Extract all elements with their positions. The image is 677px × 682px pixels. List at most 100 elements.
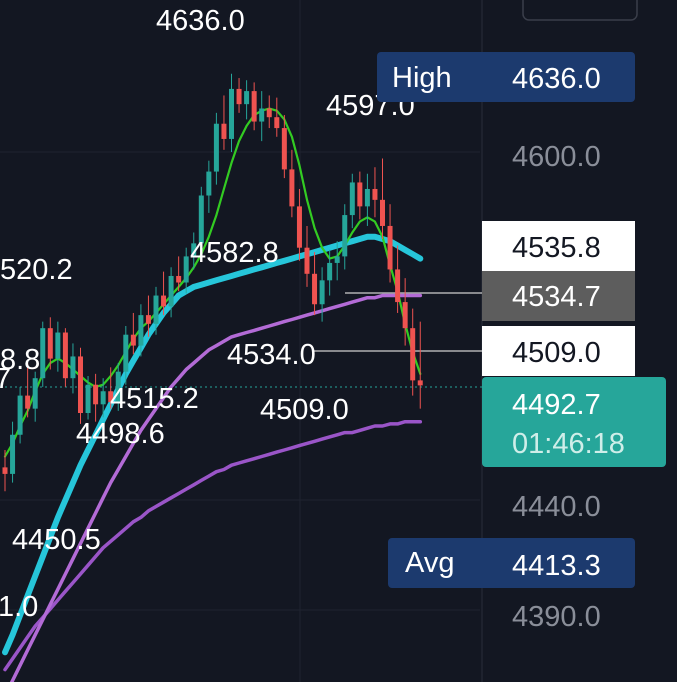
- candle-body: [244, 91, 250, 105]
- candle: [395, 245, 401, 313]
- candle-body: [274, 117, 280, 129]
- candle-body: [289, 169, 295, 207]
- candle: [229, 73, 234, 152]
- svg-text:4509.0: 4509.0: [512, 337, 601, 369]
- annotation-4509: 4509.0: [260, 394, 349, 426]
- candle: [40, 321, 46, 387]
- candle-body: [266, 108, 272, 118]
- annotation-4534: 4534.0: [227, 339, 316, 371]
- candle-body: [108, 391, 114, 403]
- candle-body: [85, 384, 91, 413]
- candle-body: [17, 395, 23, 435]
- candle: [259, 91, 265, 142]
- candle-body: [62, 332, 68, 379]
- candle-body: [387, 225, 393, 270]
- candle-body: [395, 269, 401, 303]
- candle-body: [410, 328, 416, 381]
- candle-body: [349, 182, 355, 216]
- candle: [70, 343, 76, 394]
- ma-line-purple-slow: [3, 419, 423, 672]
- candle: [145, 295, 151, 337]
- candle-body: [372, 188, 378, 200]
- candle: [100, 378, 106, 418]
- candle: [161, 271, 167, 316]
- candle-body: [364, 188, 370, 207]
- annotation-1-0: 1.0: [0, 591, 38, 623]
- candle-body: [10, 434, 16, 474]
- candle: [168, 267, 174, 318]
- annotation-high: 4636.0: [156, 5, 245, 37]
- candle: [372, 167, 378, 218]
- candle: [221, 95, 227, 150]
- y-tick-4440: 4440.0: [512, 491, 601, 523]
- y-tick-4600: 4600.0: [512, 141, 601, 173]
- candle: [176, 256, 182, 292]
- candle: [47, 317, 53, 370]
- candle-body: [213, 123, 219, 172]
- candles: [2, 73, 423, 492]
- candle: [402, 278, 408, 346]
- price-tag-4534: 4534.7: [482, 271, 635, 321]
- candle-body: [70, 356, 76, 379]
- candle-body: [296, 206, 302, 248]
- candle-body: [417, 380, 423, 386]
- candle: [191, 232, 197, 270]
- candle-body: [380, 199, 385, 226]
- candle: [236, 78, 242, 113]
- candle: [296, 188, 302, 261]
- annotation-4582: 4582.8: [190, 237, 279, 269]
- candle-body: [304, 247, 310, 274]
- annotation-4515: 4515.2: [110, 383, 199, 415]
- candle: [312, 252, 318, 316]
- y-tick-4390: 4390.0: [512, 601, 601, 633]
- price-tag-4509: 4509.0: [482, 326, 635, 376]
- annotation-4498: 4498.6: [76, 418, 165, 450]
- candle: [153, 286, 159, 335]
- candle: [319, 267, 325, 322]
- candle: [410, 308, 416, 396]
- candle-body: [145, 315, 151, 324]
- ma-line-cyan: [2, 233, 424, 656]
- candle-body: [2, 467, 8, 474]
- candle-body: [319, 280, 325, 305]
- candle: [327, 249, 333, 296]
- candle: [55, 321, 61, 372]
- last-price-tag: 4492.7 01:46:18: [482, 377, 666, 467]
- candle-body: [327, 262, 333, 281]
- candle: [123, 326, 129, 385]
- candle: [10, 421, 16, 483]
- candle: [115, 362, 121, 411]
- candle-body: [229, 88, 234, 139]
- candle: [357, 171, 363, 220]
- svg-text:4535.8: 4535.8: [512, 232, 601, 264]
- annotation-7: 7: [0, 363, 11, 395]
- candle: [281, 115, 287, 179]
- high-tag-value: 4636.0: [512, 63, 601, 95]
- candle: [108, 367, 114, 409]
- svg-text:4534.7: 4534.7: [512, 281, 601, 313]
- candle-body: [251, 91, 257, 122]
- candle-body: [236, 88, 242, 105]
- candle-body: [78, 356, 83, 413]
- candle-body: [206, 171, 212, 196]
- candle: [17, 386, 23, 444]
- candle-body: [32, 378, 38, 409]
- candle: [266, 95, 272, 129]
- annotation-4450: 4450.5: [12, 524, 101, 556]
- toolbar-button[interactable]: [522, 0, 638, 21]
- annotation-8-8: 8.8: [0, 344, 40, 376]
- avg-tag: Avg 4413.3: [388, 538, 635, 588]
- candle-body: [100, 391, 106, 405]
- candle-body: [357, 182, 363, 207]
- y-axis: 4600.0 4440.0 4390.0: [512, 141, 601, 633]
- candle-body: [168, 275, 174, 307]
- candle: [198, 186, 204, 255]
- candle-body: [138, 315, 144, 346]
- candle: [183, 247, 189, 294]
- price-tag-4535: 4535.8: [482, 221, 635, 271]
- candle-body: [161, 295, 167, 307]
- candle: [244, 80, 250, 120]
- candle-body: [402, 302, 408, 329]
- candle-body: [198, 195, 204, 244]
